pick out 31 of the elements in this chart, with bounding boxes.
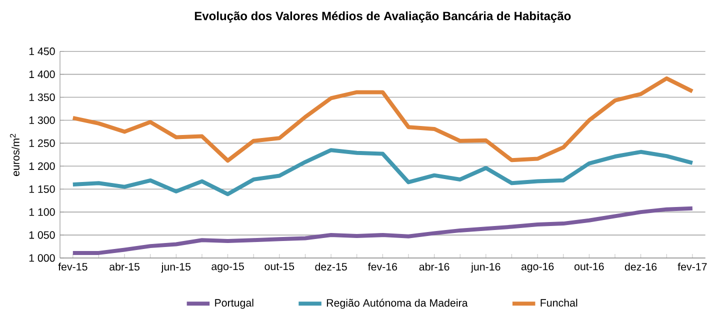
y-tick-label: 1 050 [29,231,55,239]
y-tick-label: 1 350 [29,93,55,102]
y-tick-label: 1 150 [29,185,55,193]
y-tick-label: 1 200 [29,162,55,170]
x-tick-label: ago-16 [521,262,554,272]
y-axis-title: euros/m$^{2}$ [10,134,20,176]
x-tick-label: abr-16 [419,262,450,271]
line-series [70,206,694,255]
y-tick-label: 1 100 [29,208,55,216]
x-tick-label: fev-15 [58,262,88,271]
y-tick-label: 1 300 [29,116,55,124]
x-tick-label: dez-16 [624,262,657,271]
x-tick-label: out-16 [574,262,604,270]
chart-title: Evolução dos Valores Médios de Avaliação Bancária de Habitação [194,11,571,23]
legend-label: Portugal [215,298,254,309]
line-series [70,148,694,196]
x-tick-label: fev-16 [368,262,398,271]
line-series [70,76,694,163]
x-tick-label: dez-15 [315,262,347,271]
legend-label: Região Autónoma da Madeira [326,298,468,309]
y-tick-label: 1 000 [29,254,55,262]
y-tick-label: 1 450 [29,48,55,56]
x-tick-label: jun-15 [161,262,191,273]
x-tick-label: out-15 [264,262,294,270]
y-tick-label: 1 250 [29,139,55,147]
x-tick-label: fev-17 [678,262,707,271]
y-tick-label: 1 400 [29,70,55,78]
x-tick-label: jun-16 [470,262,500,273]
x-tick-label: abr-15 [110,262,140,271]
legend-label: Funchal [540,298,578,307]
x-tick-label: ago-15 [212,262,244,272]
